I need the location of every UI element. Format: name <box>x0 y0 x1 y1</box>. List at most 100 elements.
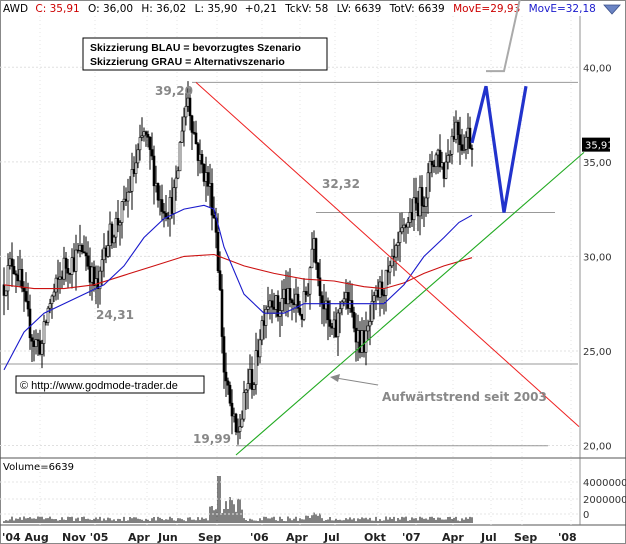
price-levels <box>0 81 578 447</box>
x-tick-label: Okt <box>364 531 386 544</box>
candle-body <box>306 293 310 296</box>
candle-body <box>196 143 200 161</box>
candle-body <box>14 273 18 276</box>
candle-body <box>318 277 322 296</box>
candle-body <box>308 267 312 295</box>
x-tick-label: Jul <box>323 531 340 544</box>
candle-body <box>62 257 66 280</box>
candle-body <box>246 383 250 391</box>
header-ma-blue: MovE=32,18 <box>529 3 596 15</box>
candle-body <box>222 336 226 373</box>
candle-body <box>264 309 268 326</box>
candle-body <box>140 135 144 138</box>
x-tick-label: '04 Aug <box>2 531 49 544</box>
candle-body <box>46 307 50 323</box>
legend-box: Skizzierung BLAU = bevorzugtes Szenario … <box>82 37 328 71</box>
candle-body <box>458 134 462 146</box>
x-tick-label: Jun <box>157 531 178 544</box>
candle-body <box>204 172 208 182</box>
candle-body <box>390 255 394 267</box>
candle-body <box>42 321 46 344</box>
candle-body <box>10 258 14 267</box>
candle-body <box>176 170 180 179</box>
candle-body <box>430 160 434 166</box>
candle-body <box>310 248 314 269</box>
candle-body <box>6 265 10 292</box>
y-tick-label: 35,00 <box>583 158 612 169</box>
candle-body <box>74 249 78 272</box>
candle-body <box>252 384 256 390</box>
candle-body <box>78 244 82 251</box>
candle-body <box>220 289 224 337</box>
candle-body <box>412 197 416 221</box>
candle-body <box>50 295 54 304</box>
candle-body <box>88 265 92 283</box>
x-axis-labels: '04 Aug Nov '05 Apr Jun Sep '06 Apr Jul Okt '07 Ap… <box>2 531 577 544</box>
candle-body <box>400 227 404 233</box>
candle-body <box>102 247 106 261</box>
candle-body <box>158 199 162 201</box>
candle-body <box>350 300 354 313</box>
candle-body <box>106 245 110 257</box>
candle-body <box>178 142 182 172</box>
candle-body <box>152 155 156 187</box>
candle-body <box>250 369 254 390</box>
candle-body <box>64 257 68 269</box>
candle-body <box>254 350 258 386</box>
header-symbol: AWD <box>3 3 28 15</box>
candle-body <box>40 343 44 355</box>
candle-body <box>90 266 94 283</box>
candle-body <box>150 149 154 157</box>
volume-tick-label: 4000000 <box>583 478 626 489</box>
candle-body <box>366 325 370 332</box>
candle-body <box>370 300 374 322</box>
candle-body <box>68 272 72 275</box>
candle-body <box>22 287 26 292</box>
candle-body <box>316 262 320 279</box>
candle-body <box>120 201 124 223</box>
candle-body <box>304 291 308 296</box>
candle-body <box>398 231 402 243</box>
candle-body <box>448 153 452 156</box>
collapse-arrow-icon[interactable] <box>603 4 621 15</box>
candle-body <box>80 244 84 253</box>
candle-body <box>338 308 342 314</box>
candle-body <box>82 251 86 254</box>
volume-tick-label: 2000000 <box>583 495 626 506</box>
candle-body <box>460 144 464 151</box>
x-tick-label: Apr <box>128 531 150 544</box>
candle-body <box>114 218 118 238</box>
legend-line-blue: Skizzierung BLAU = bevorzugtes Szenario <box>90 42 301 54</box>
header-totv: TotV: 6639 <box>389 3 445 15</box>
candle-body <box>290 299 294 304</box>
candle-body <box>116 218 120 226</box>
legend-line-gray: Skizzierung GRAU = Alternativszenario <box>90 56 285 68</box>
candle-body <box>462 149 466 151</box>
candle-body <box>236 431 240 433</box>
candle-body <box>302 291 306 320</box>
candle-body <box>280 298 284 311</box>
candle-body <box>428 160 432 174</box>
candle-body <box>110 223 114 244</box>
candle-body <box>384 269 388 296</box>
label-mid: 32,32 <box>322 177 360 191</box>
candle-body <box>258 339 262 358</box>
candle-body <box>132 169 136 174</box>
candle-body <box>142 131 146 137</box>
candle-body <box>182 116 186 132</box>
header-open: O: 36,00 <box>88 3 133 15</box>
candle-body <box>228 384 232 404</box>
header-change: +0,21 <box>245 3 277 15</box>
candle-body <box>328 319 332 327</box>
candle-body <box>230 402 234 417</box>
candle-body <box>180 130 184 143</box>
candle-body <box>162 211 166 214</box>
candle-body <box>424 197 428 207</box>
downtrend-line <box>195 82 580 428</box>
x-tick-label: '08 <box>558 531 577 544</box>
candle-body <box>210 183 214 216</box>
candle-body <box>98 270 102 290</box>
candle-body <box>326 300 330 321</box>
